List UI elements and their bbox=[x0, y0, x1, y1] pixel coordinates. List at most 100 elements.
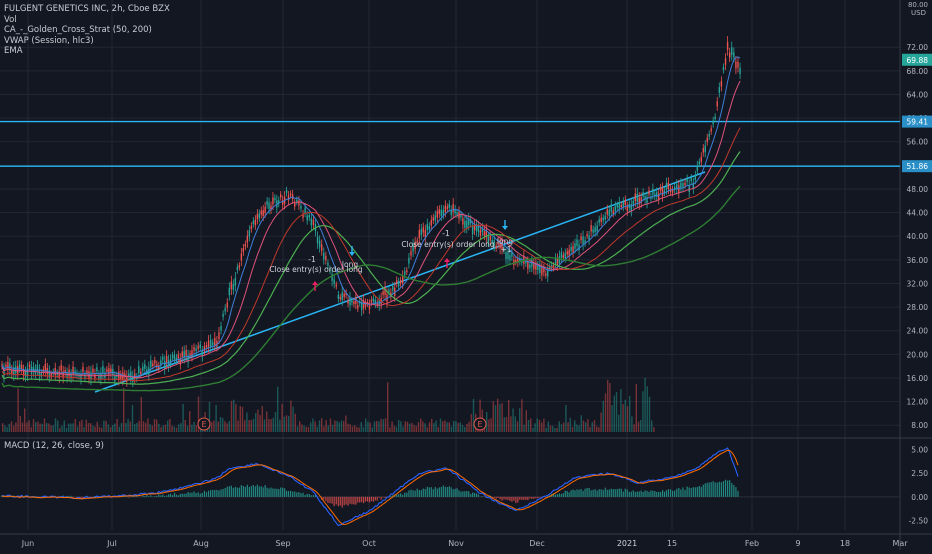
macd-histogram-bar bbox=[433, 489, 434, 497]
macd-histogram-bar bbox=[231, 486, 232, 497]
macd-histogram-bar bbox=[346, 497, 347, 505]
candle-body bbox=[561, 252, 562, 257]
macd-histogram-bar bbox=[609, 490, 610, 497]
candle-body bbox=[592, 229, 593, 232]
volume-bar bbox=[361, 422, 362, 432]
legend-strategy[interactable]: CA_-_Golden_Cross_Strat (50, 200) bbox=[4, 25, 170, 36]
candle-body bbox=[259, 214, 260, 218]
volume-bar bbox=[31, 427, 32, 432]
macd-histogram-bar bbox=[342, 497, 343, 508]
candle-body bbox=[652, 189, 653, 195]
legend-vwap[interactable]: VWAP (Session, hlc3) bbox=[4, 36, 170, 47]
macd-histogram-bar bbox=[593, 490, 594, 497]
candle-body bbox=[142, 366, 143, 370]
volume-bar bbox=[26, 423, 27, 432]
volume-bar bbox=[259, 415, 260, 432]
volume-bar bbox=[352, 426, 353, 432]
legend-ema[interactable]: EMA bbox=[4, 46, 170, 57]
macd-histogram-bar bbox=[443, 485, 444, 496]
candle-body bbox=[678, 185, 679, 192]
candle-body bbox=[229, 288, 230, 295]
ema-fast-line bbox=[2, 57, 740, 377]
volume-bar bbox=[94, 427, 95, 432]
macd-histogram-bar bbox=[261, 486, 262, 497]
macd-histogram-bar bbox=[276, 489, 277, 497]
volume-bar bbox=[160, 427, 161, 432]
volume-bar bbox=[387, 382, 388, 432]
candle-body bbox=[421, 229, 422, 235]
candle-body bbox=[282, 200, 283, 205]
candle-body bbox=[425, 230, 426, 237]
macd-histogram-bar bbox=[353, 497, 354, 505]
legend-vol[interactable]: Vol bbox=[4, 15, 170, 26]
macd-histogram-bar bbox=[447, 487, 448, 497]
macd-histogram-bar bbox=[146, 495, 147, 497]
macd-histogram-bar bbox=[410, 490, 411, 497]
candle-body bbox=[437, 211, 438, 217]
volume-bar bbox=[563, 423, 564, 432]
candle-body bbox=[189, 353, 190, 355]
legend-symbol[interactable]: FULGENT GENETICS INC, 2h, Cboe BZX bbox=[4, 4, 170, 15]
candle-body bbox=[731, 47, 732, 55]
macd-histogram-bar bbox=[660, 492, 661, 497]
macd-histogram-bar bbox=[355, 497, 356, 505]
volume-bar bbox=[603, 401, 604, 432]
volume-bar bbox=[246, 412, 247, 432]
candle-body bbox=[130, 372, 131, 379]
candle-body bbox=[709, 134, 710, 137]
candle-body bbox=[214, 338, 215, 346]
macd-histogram-bar bbox=[174, 493, 175, 497]
candle-body bbox=[257, 214, 258, 220]
volume-bar bbox=[295, 414, 296, 432]
candle-body bbox=[464, 221, 465, 228]
macd-histogram-bar bbox=[617, 489, 618, 497]
macd-histogram-bar bbox=[365, 497, 366, 502]
macd-histogram-bar bbox=[257, 485, 258, 497]
macd-histogram-bar bbox=[643, 492, 644, 497]
macd-histogram-bar bbox=[265, 485, 266, 497]
macd-histogram-bar bbox=[148, 496, 149, 497]
candle-body bbox=[462, 218, 463, 224]
macd-histogram-bar bbox=[474, 493, 475, 497]
volume-bar bbox=[127, 419, 128, 432]
volume-bar bbox=[400, 421, 401, 432]
macd-histogram-bar bbox=[7, 497, 8, 498]
candle-body bbox=[582, 236, 583, 244]
volume-bar bbox=[105, 421, 106, 432]
volume-bar bbox=[420, 419, 421, 432]
macd-histogram-bar bbox=[290, 491, 291, 497]
volume-bar bbox=[143, 421, 144, 432]
volume-bar bbox=[303, 426, 304, 432]
candle-body bbox=[300, 206, 301, 209]
volume-bar bbox=[614, 396, 615, 432]
volume-bar bbox=[427, 427, 428, 432]
volume-bar bbox=[191, 425, 192, 432]
candle-body bbox=[619, 202, 620, 208]
macd-histogram-bar bbox=[245, 487, 246, 497]
price-label: 59.41 bbox=[907, 118, 929, 127]
macd-histogram-bar bbox=[699, 486, 700, 497]
macd-histogram-bar bbox=[184, 494, 185, 497]
candle-body bbox=[156, 364, 157, 367]
volume-bar bbox=[464, 427, 465, 432]
macd-histogram-bar bbox=[709, 482, 710, 496]
volume-bar bbox=[189, 411, 190, 432]
macd-histogram-bar bbox=[402, 495, 403, 497]
volume-bar bbox=[174, 427, 175, 432]
macd-histogram-bar bbox=[398, 494, 399, 497]
volume-bar bbox=[640, 420, 641, 432]
macd-histogram-bar bbox=[650, 490, 651, 496]
candle-body bbox=[691, 178, 692, 181]
macd-histogram-bar bbox=[482, 496, 483, 497]
volume-bar bbox=[72, 423, 73, 432]
volume-bar bbox=[380, 419, 381, 432]
volume-bar bbox=[33, 419, 34, 432]
candle-body bbox=[152, 363, 153, 366]
legend-macd[interactable]: MACD (12, 26, close, 9) bbox=[4, 441, 104, 452]
macd-histogram-bar bbox=[412, 490, 413, 497]
macd-histogram-bar bbox=[298, 492, 299, 497]
volume-bar bbox=[257, 410, 258, 432]
price-tick-label: 72.00 bbox=[907, 43, 929, 52]
